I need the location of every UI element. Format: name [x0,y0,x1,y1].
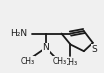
Text: H₂N: H₂N [10,29,28,38]
Text: CH₃: CH₃ [21,57,35,66]
Text: CH₃: CH₃ [52,57,66,66]
Text: CH₃: CH₃ [63,58,77,67]
Text: N: N [42,43,49,52]
Text: S: S [91,45,97,54]
